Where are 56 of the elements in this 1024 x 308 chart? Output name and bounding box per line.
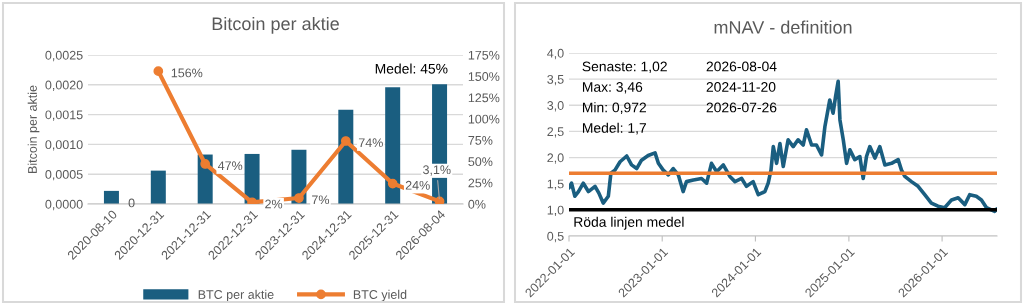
data-label: 47%: [217, 161, 243, 171]
y-tick-label: 0,0005: [45, 170, 83, 181]
point: [153, 66, 164, 77]
line-series: [569, 79, 997, 214]
data-label: 7%: [312, 195, 330, 205]
data-label: 24%: [405, 180, 430, 190]
y2-tick-label: 25%: [468, 178, 493, 188]
annotation: Röda linjen medel: [574, 216, 684, 230]
annotation: Medel: 45%: [375, 63, 448, 74]
point: [247, 197, 257, 204]
point: [387, 178, 398, 189]
y-tick-label: 1,0: [547, 205, 564, 216]
annotation: 2026-08-04: [706, 61, 777, 72]
y2-tick-label: 0%: [468, 199, 486, 209]
y-tick-label: 0,0015: [45, 110, 83, 121]
y2-tick-label: 175%: [468, 50, 500, 60]
annotation: Max: 3,46: [582, 82, 643, 94]
legend-label: BTC per aktie: [198, 289, 274, 302]
point: [340, 136, 351, 146]
point: [294, 193, 304, 203]
legend-label: BTC yield: [353, 289, 407, 302]
y-tick-label: 0,0020: [45, 80, 83, 91]
annotation: Senaste: 1,02: [582, 61, 667, 74]
y-tick-label: 0,5: [547, 231, 564, 243]
y2-tick-label: 100%: [468, 114, 500, 124]
data-label: 156%: [171, 68, 203, 78]
data-label: 2%: [265, 199, 283, 209]
chart-title: Bitcoin per aktie: [212, 16, 339, 34]
y-axis-title: Bitcoin per aktie: [27, 85, 40, 173]
bar: [103, 190, 119, 204]
y2-tick-label: 75%: [468, 136, 493, 145]
annotation: Medel: 1,7: [582, 122, 646, 135]
point: [434, 196, 445, 204]
y-tick-label: 2,5: [547, 127, 564, 138]
y2-tick-label: 125%: [468, 93, 500, 103]
y-tick-label: 3,5: [547, 74, 564, 86]
bar: [385, 87, 401, 204]
annotation: 2026-07-26: [706, 102, 777, 113]
y-tick-label: 0,0025: [45, 50, 83, 62]
y-tick-label: 3,0: [547, 101, 564, 112]
y-tick-label: 0,0010: [45, 140, 83, 151]
y-tick-label: 0,0000: [45, 199, 83, 211]
chart-title: mNAV - definition: [714, 20, 852, 34]
data-label: 74%: [358, 138, 383, 148]
annotation: 2024-11-20: [706, 82, 776, 92]
bar: [150, 170, 166, 204]
y-tick-label: 2,0: [547, 153, 564, 164]
y-tick-label: 1,5: [547, 179, 564, 190]
annotation: Min: 0,972: [582, 102, 646, 114]
y-tick-label: 4,0: [547, 48, 564, 60]
data-label: 3,1%: [423, 165, 451, 176]
bar: [338, 109, 354, 204]
y2-tick-label: 150%: [468, 72, 500, 81]
point: [200, 159, 211, 169]
annotation: 0: [128, 198, 135, 208]
y2-tick-label: 50%: [468, 157, 493, 167]
